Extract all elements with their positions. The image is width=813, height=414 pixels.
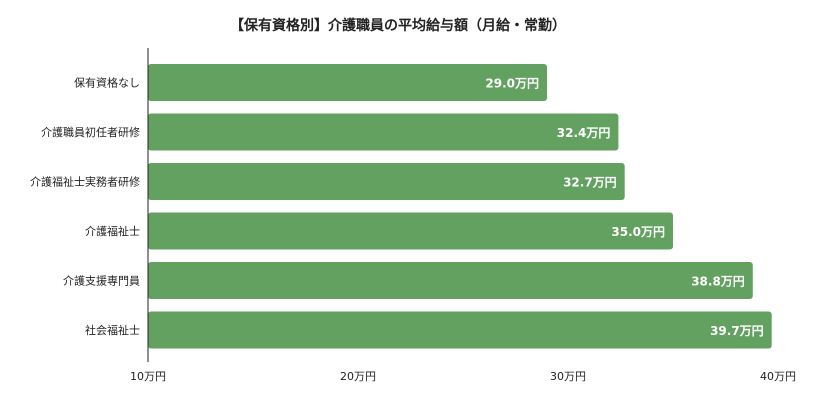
bar bbox=[148, 113, 619, 151]
category-labels-group: 保有資格なし介護職員初任者研修介護福祉士実務者研修介護福祉士介護支援専門員社会福… bbox=[30, 76, 140, 338]
category-label: 介護福祉士実務者研修 bbox=[30, 175, 140, 189]
data-label: 32.7万円 bbox=[563, 176, 617, 190]
category-label: 介護支援専門員 bbox=[63, 274, 140, 288]
x-tick-label: 20万円 bbox=[340, 370, 376, 383]
x-tick-label: 10万円 bbox=[130, 370, 166, 383]
bars-group bbox=[148, 64, 772, 349]
data-label: 32.4万円 bbox=[557, 126, 611, 140]
bar bbox=[148, 163, 625, 200]
data-label: 38.8万円 bbox=[691, 275, 745, 289]
data-label: 35.0万円 bbox=[611, 225, 665, 239]
category-label: 介護職員初任者研修 bbox=[41, 125, 140, 139]
x-tick-label: 40万円 bbox=[760, 370, 796, 383]
x-tick-label: 30万円 bbox=[550, 370, 586, 383]
bar bbox=[148, 212, 673, 250]
bar bbox=[148, 262, 753, 299]
category-label: 介護福祉士 bbox=[85, 224, 140, 238]
bar bbox=[148, 311, 772, 349]
value-labels-group: 29.0万円 32.4万円 32.7万円 35.0万円 38.8万円 39.7万円 bbox=[485, 77, 763, 339]
data-label: 39.7万円 bbox=[710, 324, 764, 338]
data-label: 29.0万円 bbox=[485, 77, 539, 91]
bar bbox=[148, 64, 547, 101]
x-tick-labels-group: 10万円 20万円 30万円 40万円 bbox=[130, 370, 796, 383]
category-label: 保有資格なし bbox=[74, 76, 140, 90]
category-label: 社会福祉士 bbox=[85, 323, 140, 337]
chart-title: 【保有資格別】介護職員の平均給与額（月給・常勤） bbox=[230, 17, 566, 34]
